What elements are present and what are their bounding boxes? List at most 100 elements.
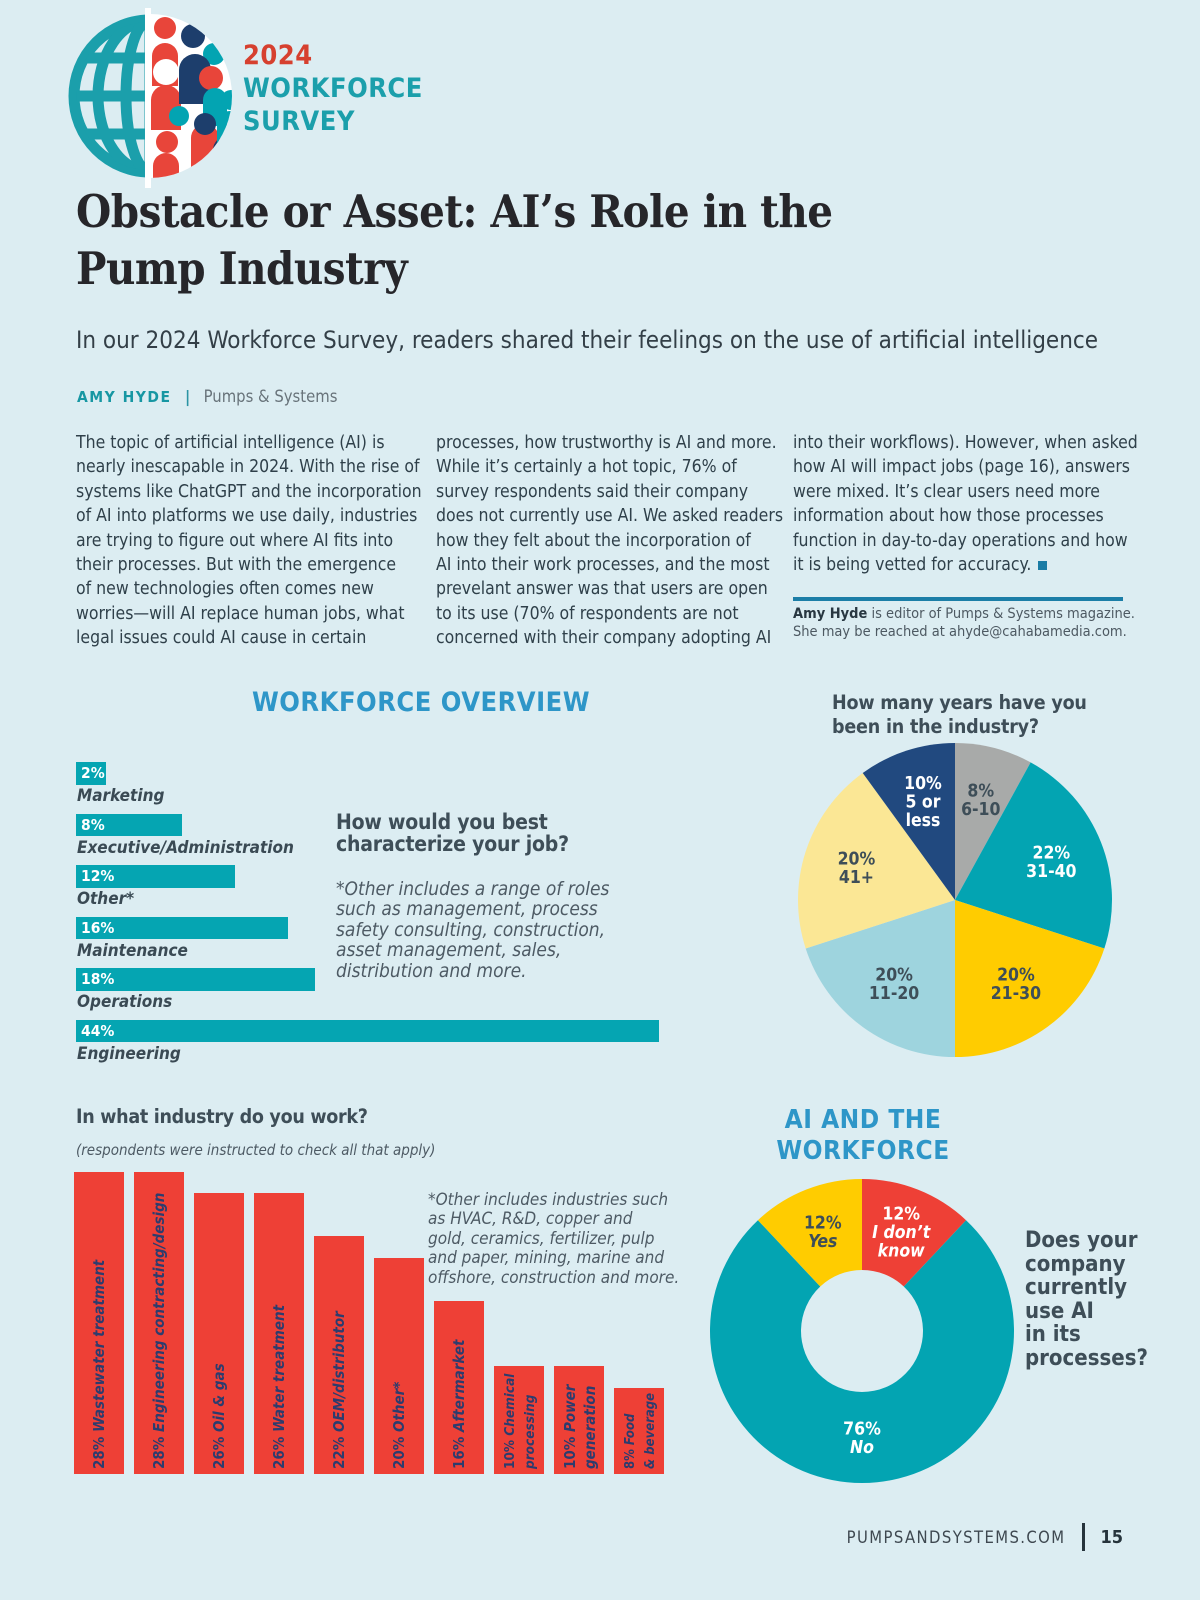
pie-slice [805, 900, 955, 1057]
industry-label-line: & beverage [640, 1393, 660, 1469]
industry-bar-label: 16% Aftermarket [450, 1340, 470, 1469]
body-text-line: of new technologies often comes new [76, 579, 374, 600]
industry-bar-name: Chemical [501, 1373, 518, 1436]
logo-split-gap [145, 8, 151, 188]
pie-label-line: 20% [997, 966, 1035, 986]
job-bar: 2% [76, 762, 106, 785]
pie-slice-label: 22% 31-40 [1026, 844, 1076, 883]
pie-label-line: 21-30 [991, 984, 1041, 1004]
pie-label-line: 6-10 [961, 800, 1000, 820]
pie-slice-label: 20% 21-30 [991, 966, 1041, 1005]
donut-label-line: Yes [808, 1232, 837, 1252]
question-line: in its [1025, 1322, 1081, 1348]
body-text-line: nearly inescapable in 2024. With the ris… [76, 457, 420, 478]
job-roles-bar-chart: 2% Marketing 8% Executive/Administration 12%… [76, 762, 766, 1064]
body-text-line: of AI into platforms we use daily, indus… [76, 506, 418, 527]
note-line: and paper, mining, marine and [428, 1248, 665, 1269]
question-line: company [1025, 1251, 1126, 1277]
footer-site: PUMPSANDSYSTEMS.COM [846, 1527, 1066, 1547]
industry-bar-name: Other* [390, 1381, 409, 1432]
industry-bar [314, 1236, 364, 1474]
years-pie-title: How many years have you been in the indus… [832, 691, 1087, 738]
job-bar: 44% [76, 1019, 659, 1042]
note-line: *Other includes a range of roles [336, 878, 610, 900]
note-line: safety consulting, construction, [336, 918, 606, 941]
body-text-line: systems like ChatGPT and the incorporati… [76, 481, 422, 502]
industry-chart-subtitle: (respondents were instructed to check al… [76, 1141, 436, 1159]
body-text-line: AI into their work processes, and the mo… [436, 555, 770, 576]
industry-bar-name: processing [521, 1394, 537, 1469]
job-bar-label: Engineering [77, 1043, 181, 1064]
industry-bar-name: Food [622, 1413, 638, 1446]
globe-grid-icon [68, 14, 145, 178]
byline-separator: | [184, 387, 191, 406]
industry-bar-value: 10% [560, 1432, 579, 1469]
body-text-line: function in day-to-day operations and ho… [793, 530, 1128, 551]
pie-slice [955, 762, 1112, 949]
brand-word-1: WORKFORCE [243, 73, 423, 104]
industry-bar-value: 22% [330, 1432, 349, 1469]
body-text-line: legal issues could AI cause in certain [76, 628, 367, 649]
job-bar-value: 44% [81, 1021, 115, 1040]
end-of-article-icon [1038, 561, 1048, 571]
body-text-line: concerned with their company adopting AI [436, 628, 772, 649]
note-line: *Other includes industries such [428, 1190, 669, 1210]
industry-label-line: 28% Wastewater treatment [90, 1260, 110, 1469]
people-crowd-icon-shape [156, 131, 178, 153]
question-line: processes? [1025, 1345, 1148, 1371]
people-crowd-icon-shape [181, 24, 205, 48]
people-crowd-icon-shape [153, 59, 179, 85]
industry-bar [194, 1193, 244, 1474]
note-line: gold, ceramics, fertilizer, pulp [428, 1228, 655, 1249]
people-crowd-icon-shape [169, 106, 189, 126]
donut-label-line: No [850, 1438, 874, 1458]
job-bar: 8% [76, 813, 182, 836]
industry-bar-value: 8% [622, 1445, 638, 1469]
byline: AMY HYDE | Pumps & Systems [77, 387, 337, 406]
industry-bar-name: Power [560, 1384, 579, 1432]
industry-label-line: 20% Other* [390, 1382, 410, 1469]
donut-label-line: know [878, 1241, 925, 1261]
section-heading-workforce-overview: WORKFORCE OVERVIEW [251, 687, 591, 718]
question-line: use AI [1025, 1298, 1094, 1324]
body-text-line: how AI will impact jobs (page 16), answe… [793, 457, 1130, 478]
industry-bar [254, 1193, 304, 1474]
job-bar-label: Executive/Administration [77, 837, 294, 858]
industry-bar-label: 10% Chemical processing [501, 1374, 540, 1469]
page-footer: PUMPSANDSYSTEMS.COM 15 [847, 1522, 1123, 1552]
donut-question: Does your company currently use AI in its pro… [1025, 1229, 1148, 1371]
donut-label-line: 76% [843, 1419, 881, 1439]
people-crowd-icon-shape [154, 17, 176, 39]
people-crowd-icon-shape [221, 90, 232, 110]
body-column-1: The topic of artificial intelligence (AI… [76, 431, 422, 651]
question-line: Does your [1025, 1228, 1138, 1253]
industry-bar-name: Wastewater treatment [90, 1259, 109, 1432]
industry-bar-label: 20% Other* [390, 1382, 410, 1469]
job-bar-value: 8% [81, 815, 105, 834]
industry-label-line: 26% Oil & gas [210, 1363, 230, 1469]
industry-bar [134, 1171, 184, 1474]
industry-label-line: 10% Power [561, 1385, 581, 1469]
industry-bar-value: 26% [270, 1432, 289, 1469]
industry-bar-value: 10% [501, 1435, 518, 1469]
job-bar-label: Marketing [77, 786, 165, 806]
body-text-line: prevelant answer was that users are open [436, 579, 768, 600]
pie-slice [955, 743, 1031, 900]
donut-slice [710, 1220, 1014, 1483]
job-bar-label: Maintenance [77, 940, 188, 961]
note-line: offshore, construction and more. [428, 1267, 680, 1288]
body-text-line: it is being vetted for accuracy. [793, 553, 1138, 577]
industry-bar-name: generation [580, 1385, 598, 1469]
people-crowd-icon-shape [199, 66, 223, 90]
donut-slice-label: 12% I don’t know [872, 1204, 932, 1261]
industry-bar-name: Aftermarket [450, 1339, 469, 1432]
industry-bar-value: 28% [90, 1432, 109, 1469]
industry-bar-name: Oil & gas [210, 1363, 229, 1432]
industry-label-line: 10% Chemical [501, 1374, 521, 1469]
industry-chart-note: *Other includes industries such as HVAC, … [428, 1190, 680, 1288]
pie-label-line: 20% [838, 850, 876, 870]
body-text-line: The topic of artificial intelligence (AI… [76, 433, 385, 453]
footer-divider [1082, 1523, 1086, 1551]
industry-bar-value: 28% [150, 1432, 169, 1469]
